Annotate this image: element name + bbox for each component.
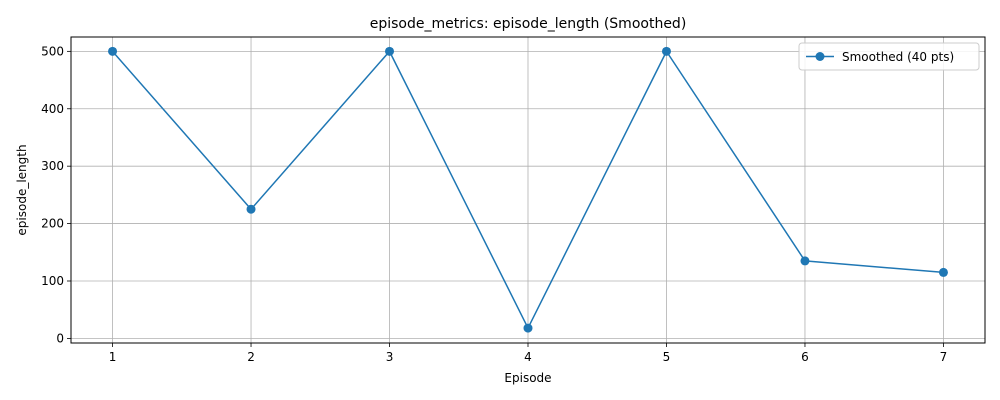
x-tick-label: 7	[940, 350, 948, 364]
data-point	[661, 46, 671, 56]
y-tick-label: 300	[41, 159, 64, 173]
chart-title: episode_metrics: episode_length (Smoothe…	[370, 16, 687, 32]
data-point	[108, 46, 118, 56]
x-tick-label: 5	[663, 350, 671, 364]
y-axis-label: episode_length	[15, 144, 29, 235]
x-tick-label: 2	[247, 350, 255, 364]
y-tick-label: 400	[41, 102, 64, 116]
x-tick-label: 6	[801, 350, 809, 364]
x-tick-label: 1	[109, 350, 117, 364]
series-layer	[108, 46, 948, 333]
x-tick-label: 4	[524, 350, 532, 364]
grid	[71, 37, 985, 343]
y-ticks: 0 100 200 300 400 500	[41, 44, 71, 345]
data-point	[938, 267, 948, 277]
data-point	[523, 323, 533, 333]
y-tick-label: 200	[41, 217, 64, 231]
data-point	[385, 46, 395, 56]
y-tick-label: 100	[41, 274, 64, 288]
y-tick-label: 0	[56, 331, 64, 345]
legend-box	[798, 42, 980, 71]
legend: Smoothed (40 pts)	[798, 42, 980, 71]
x-axis-label: Episode	[504, 371, 551, 385]
data-point	[246, 204, 256, 214]
y-tick-label: 500	[41, 44, 64, 58]
x-tick-label: 3	[386, 350, 394, 364]
x-ticks: 1 2 3 4 5 6 7	[109, 343, 948, 364]
legend-label: Smoothed (40 pts)	[842, 50, 954, 64]
legend-marker-swatch	[815, 52, 825, 61]
data-point	[800, 256, 810, 266]
